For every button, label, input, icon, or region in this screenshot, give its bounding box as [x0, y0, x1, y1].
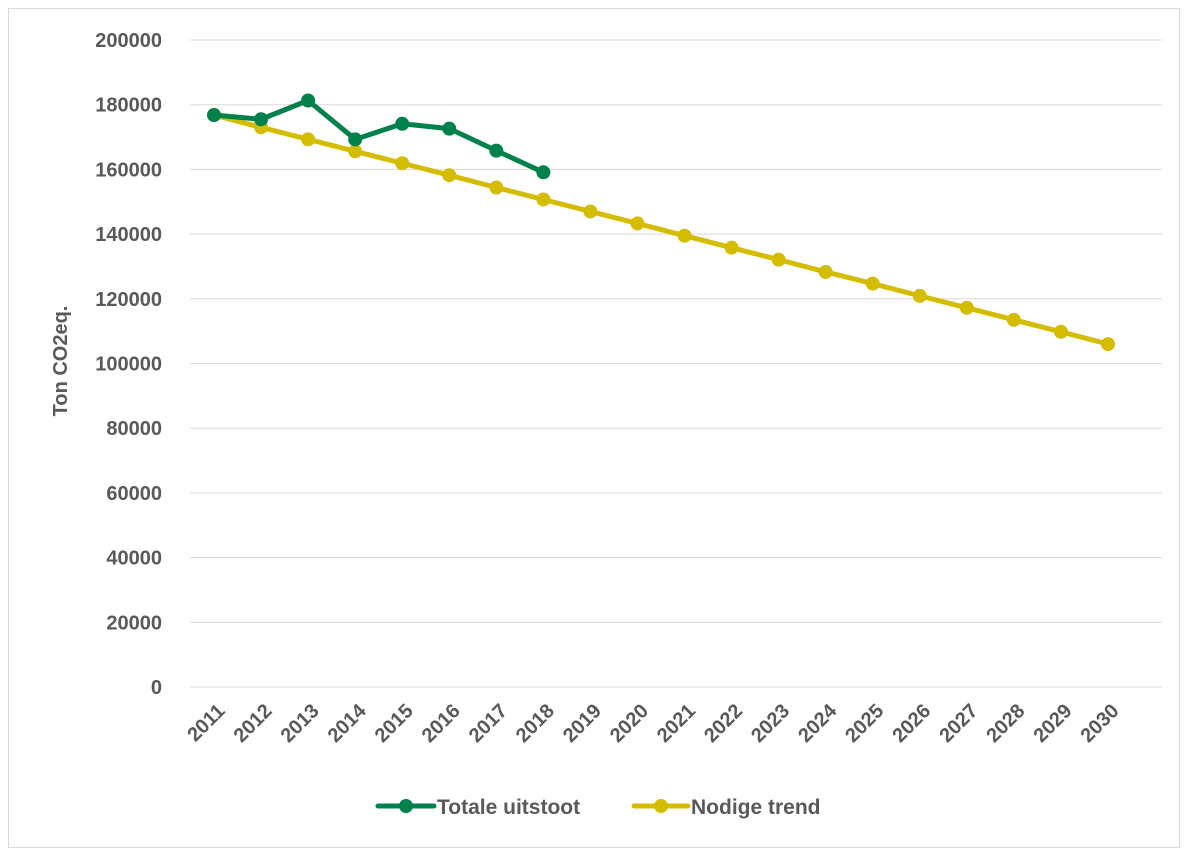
gridlines — [190, 39, 1162, 688]
legend-item-nodige-trend: Nodige trend — [631, 796, 821, 819]
y-tick-label: 40000 — [106, 548, 162, 570]
series-line — [211, 112, 1111, 347]
y-tick-label: 200000 — [95, 30, 162, 52]
data-point — [1101, 337, 1115, 352]
legend-swatch-marker — [654, 799, 668, 813]
x-tick-label: 2026 — [888, 700, 935, 747]
data-point — [865, 276, 880, 291]
y-axis-ticks: 0 20000 40000 60000 80000 100000 120000 140000 1… — [95, 30, 162, 699]
series-line — [211, 97, 546, 175]
series-totale-uitstoot — [207, 93, 551, 180]
legend: Totale uitstoot Nodige trend — [375, 796, 821, 819]
data-point — [254, 112, 269, 127]
x-tick-label: 2021 — [653, 700, 700, 747]
y-tick-label: 160000 — [95, 159, 162, 181]
data-point — [630, 216, 645, 231]
data-point — [536, 165, 551, 180]
y-tick-label: 60000 — [106, 483, 162, 505]
data-point — [348, 144, 363, 159]
x-tick-label: 2029 — [1029, 700, 1076, 747]
data-point — [395, 156, 410, 171]
data-point — [677, 228, 692, 243]
data-point — [959, 300, 974, 315]
x-tick-label: 2030 — [1077, 700, 1124, 747]
legend-label: Nodige trend — [691, 796, 821, 819]
data-point — [489, 143, 504, 158]
data-point — [536, 192, 551, 207]
legend-swatch-marker — [399, 799, 413, 813]
data-point — [348, 132, 363, 147]
data-point — [489, 180, 504, 195]
y-tick-label: 0 — [151, 677, 162, 699]
x-tick-label: 2018 — [512, 700, 559, 747]
y-tick-label: 100000 — [95, 354, 162, 376]
x-tick-label: 2022 — [700, 700, 747, 747]
data-point — [724, 240, 739, 255]
x-tick-label: 2012 — [230, 700, 277, 747]
y-tick-label: 80000 — [106, 418, 162, 440]
data-point — [912, 288, 927, 303]
data-point — [583, 204, 598, 219]
x-tick-label: 2020 — [606, 700, 653, 747]
x-tick-label: 2025 — [841, 700, 888, 747]
x-tick-label: 2013 — [277, 700, 324, 747]
x-axis-ticks: 2011 2012 2013 2014 2015 2016 2017 2018 2019 2020… — [183, 699, 1123, 747]
x-tick-label: 2016 — [418, 700, 465, 747]
x-tick-label: 2023 — [747, 700, 794, 747]
x-tick-label: 2024 — [794, 699, 842, 747]
x-tick-label: 2015 — [371, 700, 418, 747]
data-point — [442, 168, 457, 183]
y-axis-title: Ton CO2eq. — [50, 306, 72, 417]
data-point — [1006, 312, 1021, 327]
series-layer — [207, 93, 1115, 352]
y-tick-label: 120000 — [95, 289, 162, 311]
data-point — [1053, 324, 1068, 339]
x-tick-label: 2019 — [559, 700, 606, 747]
data-point — [818, 264, 833, 279]
data-point — [442, 121, 457, 136]
x-tick-label: 2014 — [324, 699, 372, 747]
legend-label: Totale uitstoot — [437, 796, 580, 819]
data-point — [771, 252, 786, 267]
legend-item-totale-uitstoot: Totale uitstoot — [375, 796, 580, 819]
x-tick-label: 2028 — [982, 700, 1029, 747]
x-tick-label: 2017 — [465, 700, 512, 747]
data-point — [301, 132, 316, 147]
x-tick-label: 2027 — [935, 700, 982, 747]
series-nodige-trend — [207, 108, 1115, 352]
y-tick-label: 140000 — [95, 224, 162, 246]
data-point — [207, 108, 221, 123]
data-point — [301, 93, 316, 108]
x-tick-label: 2011 — [183, 700, 229, 746]
y-tick-label: 180000 — [95, 95, 162, 117]
data-point — [395, 116, 410, 131]
y-tick-label: 20000 — [106, 612, 162, 634]
